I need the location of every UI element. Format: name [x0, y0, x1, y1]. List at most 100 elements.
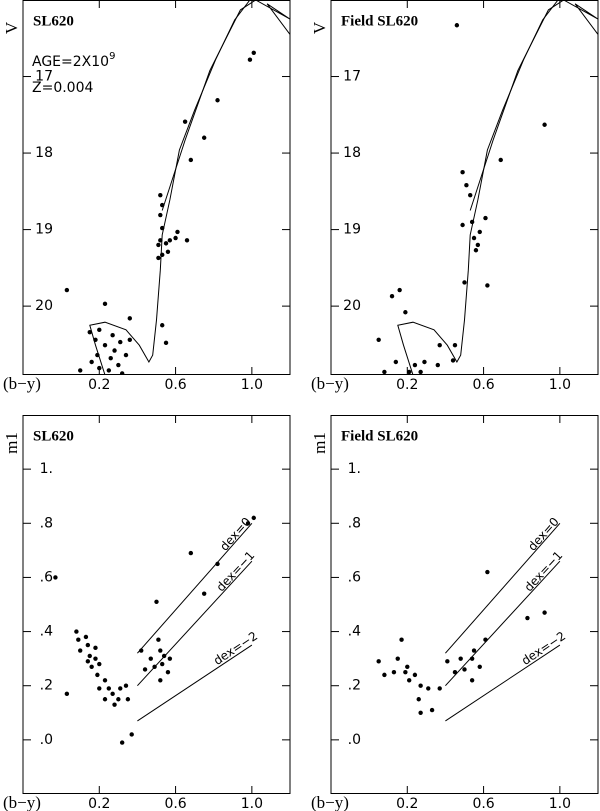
- star: [102, 301, 108, 307]
- star: [418, 710, 423, 715]
- star: [403, 669, 408, 675]
- x-axis-label: (b−y): [311, 793, 349, 811]
- star: [175, 229, 180, 235]
- plot-frame: [22, 0, 291, 375]
- star: [182, 119, 188, 124]
- star: [116, 362, 121, 368]
- star: [102, 697, 108, 702]
- star: [160, 323, 165, 328]
- star: [382, 672, 387, 678]
- y-tick-label: 19: [35, 222, 53, 238]
- star: [389, 293, 395, 299]
- star: [376, 337, 381, 342]
- y-tick-label: 18: [35, 145, 53, 161]
- star: [247, 57, 253, 62]
- star: [123, 352, 129, 358]
- star: [454, 23, 460, 28]
- star: [201, 135, 207, 140]
- plot-area: [376, 522, 561, 722]
- y-tick-label: .6: [40, 569, 53, 585]
- abundance-label: dex=−2: [211, 629, 260, 668]
- star: [64, 691, 70, 697]
- star: [251, 515, 256, 521]
- x-tick-label: 1.0: [241, 796, 263, 811]
- star: [498, 157, 503, 163]
- star: [188, 550, 194, 556]
- star: [452, 342, 458, 348]
- star: [437, 342, 442, 348]
- x-tick-label: 0.6: [472, 796, 494, 811]
- star: [78, 368, 83, 373]
- star: [93, 656, 98, 661]
- star: [97, 686, 102, 691]
- star: [215, 98, 220, 103]
- star: [426, 686, 431, 691]
- star: [89, 359, 94, 365]
- star: [468, 192, 473, 198]
- star: [405, 664, 410, 669]
- y-tick-label: 1.: [40, 461, 53, 477]
- y-tick-label: 18: [343, 145, 361, 161]
- star: [78, 648, 83, 653]
- plot-area: [53, 515, 256, 745]
- x-axis-label: (b−y): [311, 374, 349, 393]
- x-tick-label: 0.2: [396, 796, 418, 811]
- x-tick-label: 0.2: [88, 377, 110, 393]
- star: [93, 337, 98, 342]
- star: [163, 241, 169, 246]
- star: [460, 169, 465, 175]
- star: [416, 697, 421, 702]
- star: [158, 238, 163, 243]
- y-tick-label: 20: [35, 298, 53, 314]
- star: [471, 648, 477, 653]
- star: [477, 664, 482, 669]
- star: [485, 283, 490, 288]
- star: [118, 339, 123, 345]
- panel-title: Field SL620: [341, 428, 418, 444]
- star: [376, 659, 381, 664]
- star: [106, 368, 112, 373]
- star: [119, 740, 125, 745]
- star: [95, 672, 100, 678]
- age-exponent: 9: [109, 51, 115, 62]
- star: [469, 219, 475, 225]
- y-tick-label: 19: [343, 222, 361, 238]
- star: [160, 225, 165, 231]
- star: [102, 678, 108, 683]
- star: [542, 610, 547, 615]
- star: [165, 669, 171, 675]
- star: [87, 329, 92, 335]
- abundance-label: dex=−1: [522, 548, 566, 594]
- star: [462, 280, 467, 285]
- star: [116, 697, 121, 702]
- star: [393, 359, 399, 365]
- star: [127, 337, 132, 342]
- star: [403, 310, 408, 315]
- age-base: AGE=2X10: [32, 54, 109, 70]
- star: [112, 348, 117, 353]
- star: [412, 672, 418, 678]
- y-tick-label: 1.: [348, 461, 361, 477]
- isochrone: [469, 0, 598, 211]
- star: [158, 678, 163, 683]
- star: [97, 661, 102, 667]
- x-tick-label: 0.2: [88, 796, 110, 811]
- star: [97, 327, 102, 333]
- star: [102, 342, 108, 348]
- star: [473, 248, 479, 253]
- star: [458, 656, 463, 661]
- star: [165, 249, 171, 254]
- star: [160, 202, 165, 208]
- abundance-line: [137, 522, 253, 654]
- abundance-line: [137, 560, 253, 687]
- abundance-label: dex=−2: [519, 629, 568, 668]
- x-tick-label: 0.6: [164, 796, 186, 811]
- star: [435, 362, 440, 368]
- star: [53, 575, 58, 580]
- star: [112, 702, 117, 707]
- panel-title: SL620: [33, 428, 74, 444]
- star: [445, 659, 450, 664]
- star: [154, 599, 159, 604]
- star: [201, 591, 207, 596]
